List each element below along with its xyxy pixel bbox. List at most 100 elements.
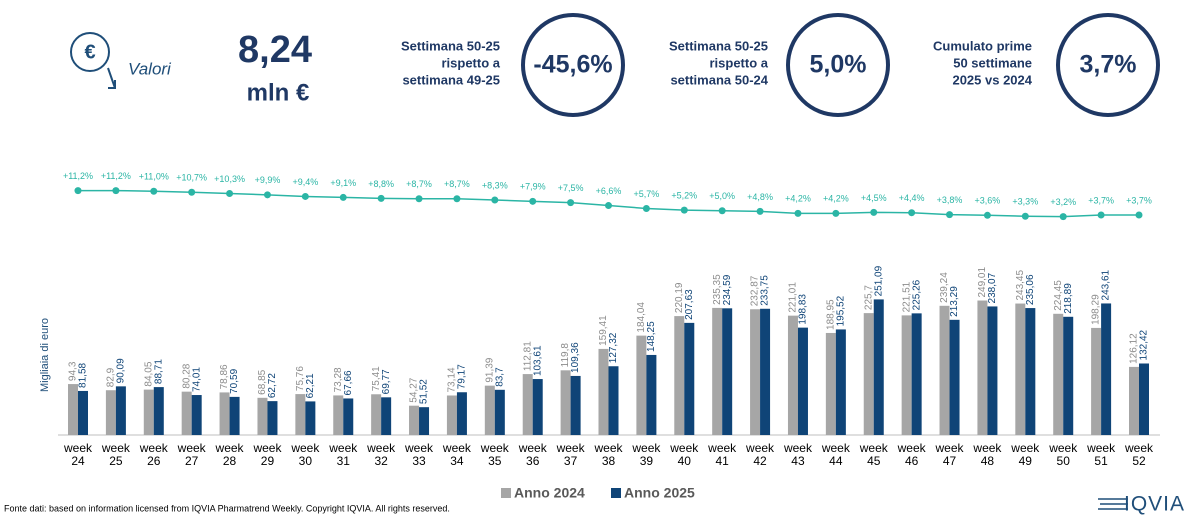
bar [1129,366,1139,435]
value-label: 232,87 [750,275,761,306]
bar [446,395,457,435]
bar [456,392,467,435]
bar [570,375,581,435]
bar [646,354,657,435]
trend-label: +10,3% [214,174,245,184]
value-label: 62,21 [305,373,316,398]
bar [1063,316,1074,435]
bar [787,315,798,435]
kpi-label: rispetto a [441,55,500,70]
trend-label: +5,7% [634,189,660,199]
bar [305,401,316,435]
bar [674,316,685,435]
x-tick-label: week 25 [101,441,130,468]
kpi-label: 50 settimane [953,55,1032,70]
value-label: 70,59 [229,368,240,393]
bar [381,397,392,435]
x-tick-label: week 32 [367,441,396,468]
trend-label: +9,9% [255,175,281,185]
trend-label: +11,2% [101,171,131,181]
x-tick-label: week 37 [556,441,585,468]
trend-point [680,206,688,214]
trend-point [263,191,271,199]
trend-label: +8,7% [406,179,432,189]
trend-point [491,196,499,204]
trend-point [1059,213,1067,221]
bar [722,308,733,435]
value-label: 103,61 [532,345,543,376]
value-label: 73,14 [447,367,458,392]
trend-label: +8,8% [368,179,394,189]
bar [143,389,154,435]
x-tick-label: week 30 [291,441,320,468]
value-label: 218,89 [1063,283,1074,314]
bar [712,307,723,435]
trend-label: +3,3% [1012,197,1038,207]
value-label: 195,52 [835,295,846,326]
value-label: 251,09 [873,265,884,296]
bar [181,391,192,435]
icon-circle [70,32,110,72]
value-label: 81,58 [78,362,89,387]
bar [532,379,543,435]
trend-point [718,207,726,215]
bar [333,395,344,435]
bar [522,374,533,435]
bar [105,390,116,435]
x-tick-label: week 47 [935,441,964,468]
bar [608,366,619,435]
bar [835,329,846,435]
trend-point [567,199,575,207]
value-label: 235,35 [712,274,723,305]
bar [68,384,78,435]
trend-label: +4,2% [785,194,811,204]
bar [419,407,430,435]
x-tick-label: week 49 [1011,441,1040,468]
bar [987,306,998,435]
bar [760,308,771,435]
bar [153,387,164,435]
value-label: 148,25 [646,321,657,352]
trend-label: +4,2% [823,194,849,204]
trend-point [415,195,423,203]
value-label: 127,32 [608,332,619,363]
trend-label: +3,2% [1050,197,1076,207]
bar [797,327,808,435]
value-label: 213,29 [949,286,960,317]
kpi-label: 2025 vs 2024 [952,72,1032,87]
x-tick-label: week 28 [215,441,244,468]
trend-point [112,187,120,195]
value-label: 243,61 [1101,269,1112,300]
value-label: 198,83 [798,294,809,325]
trend-label: +3,7% [1088,195,1114,205]
trend-label: +9,1% [330,178,356,188]
bar [1091,327,1102,435]
kpi-circle [786,13,890,117]
trend-label: +7,9% [520,182,546,192]
value-label: 90,09 [116,358,127,383]
bar [1053,313,1064,435]
value-label: 132,42 [1139,329,1150,360]
trend-point [74,187,82,195]
value-label: 220,19 [674,282,685,313]
legend-swatch [611,488,621,498]
trend-label: +4,5% [861,193,887,203]
value-label: 79,17 [457,364,468,389]
trend-point [226,190,234,198]
x-tick-label: week 42 [746,441,775,468]
kpi-value: -45,6% [533,51,612,79]
x-tick-label: week 39 [632,441,661,468]
kpi-value: 5,0% [810,51,867,79]
bar [371,394,382,435]
value-label: 109,36 [570,342,581,373]
icon-symbol: € [84,41,95,63]
logo-lines [1098,498,1128,510]
bar [295,394,306,435]
bar [684,322,695,435]
value-label: 94,3 [68,361,79,381]
trend-point [870,208,878,216]
kpi-unit: mln € [247,79,310,106]
trend-point [832,209,840,217]
bar [911,313,922,435]
